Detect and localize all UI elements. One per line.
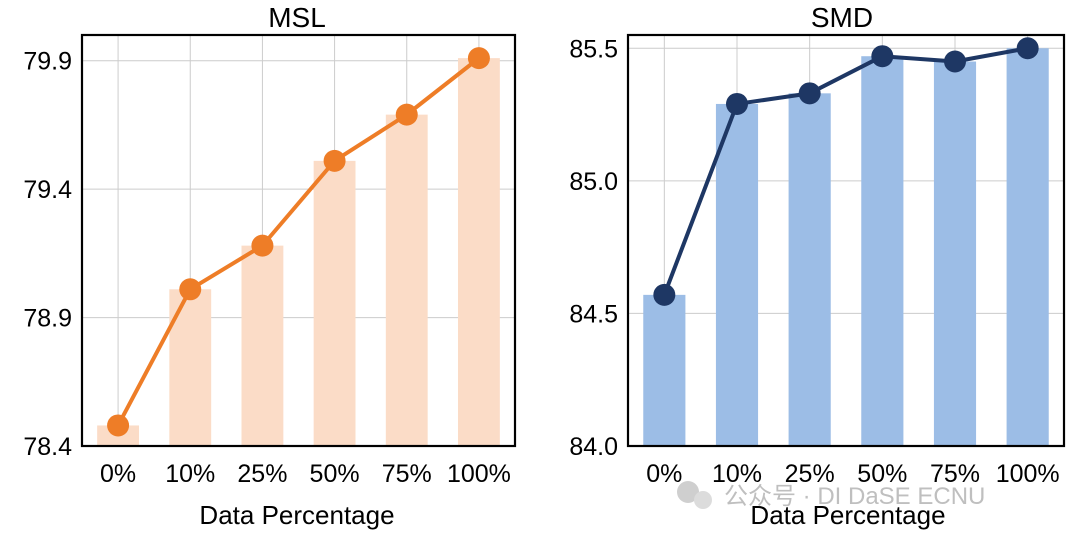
msl-y-tick-label: 79.9	[23, 48, 72, 76]
msl-x-tick-label: 50%	[310, 460, 360, 488]
smd-y-tick-label: 84.5	[569, 300, 618, 328]
msl-bar-5	[457, 58, 500, 447]
msl-x-axis-label: Data Percentage	[199, 500, 394, 530]
smd-bar-3	[861, 56, 904, 447]
msl-bar-3	[313, 160, 356, 446]
msl-x-tick-label: 0%	[100, 460, 136, 488]
smd-bar-1	[715, 103, 759, 447]
msl-series-line	[116, 56, 481, 427]
smd-x-tick-label: 75%	[930, 460, 980, 488]
wechat-icon-bubble	[694, 491, 712, 509]
msl-point-0	[107, 414, 130, 437]
msl-bar-2	[241, 245, 284, 446]
msl-y-tick-label: 78.4	[23, 433, 72, 461]
smd-point-1	[726, 92, 748, 115]
msl-x-tick-label: 25%	[237, 460, 287, 488]
smd-x-tick-label: 25%	[785, 460, 835, 488]
msl-point-2	[251, 234, 274, 257]
smd-x-tick-label: 50%	[857, 460, 907, 488]
msl-point-4	[395, 103, 418, 126]
smd-bar-5	[1006, 48, 1049, 447]
msl-plot-area: 0% 10% 25% 50% 75% 100% 78.4 78.9 79.4 79.9	[23, 33, 517, 488]
msl-x-tick-label: 10%	[165, 460, 215, 488]
smd-x-axis-label: Data Percentage	[750, 500, 945, 530]
msl-x-tick-label: 100%	[447, 460, 511, 488]
msl-point-1	[179, 278, 202, 301]
msl-point-5	[467, 47, 490, 70]
smd-series-line	[662, 46, 1029, 296]
smd-point-2	[798, 82, 821, 105]
smd-panel: SMD 0% 10% 25% 50% 75% 100% 84.0 84.5 85.0 85.5 D…	[569, 2, 1066, 530]
wechat-icon	[677, 481, 699, 503]
msl-y-tick-label: 79.4	[23, 176, 72, 204]
msl-point-3	[323, 149, 346, 172]
smd-title: SMD	[811, 2, 873, 33]
smd-bar-2	[788, 93, 831, 447]
smd-plot-area: 0% 10% 25% 50% 75% 100% 84.0 84.5 85.0 85.5	[569, 33, 1066, 488]
smd-x-tick-label: 100%	[996, 460, 1060, 488]
msl-y-tick-label: 78.9	[23, 305, 72, 333]
msl-title: MSL	[268, 2, 326, 33]
msl-x-tick-label: 75%	[382, 460, 432, 488]
msl-axes-frame	[80, 33, 517, 448]
smd-point-3	[871, 45, 894, 68]
smd-point-4	[944, 50, 966, 73]
smd-x-tick-label: 0%	[646, 460, 682, 488]
smd-y-tick-label: 84.0	[569, 433, 618, 461]
smd-point-0	[653, 283, 676, 306]
msl-bar-4	[385, 114, 428, 446]
smd-y-tick-label: 85.5	[569, 35, 618, 63]
smd-point-5	[1016, 37, 1039, 60]
smd-axes-frame	[626, 33, 1066, 448]
watermark-text: 公众号 · DI DaSE ECNU	[724, 483, 985, 510]
smd-bar-4	[933, 61, 977, 447]
smd-y-tick-label: 85.0	[569, 168, 618, 196]
smd-x-tick-label: 10%	[712, 460, 762, 488]
smd-bar-0	[643, 294, 686, 446]
watermark: 公众号 · DI DaSE ECNU	[677, 481, 985, 510]
msl-panel: MSL 0% 10% 25% 50% 75% 100% 78.4 78.9 79.4 79.9 D…	[23, 2, 517, 530]
